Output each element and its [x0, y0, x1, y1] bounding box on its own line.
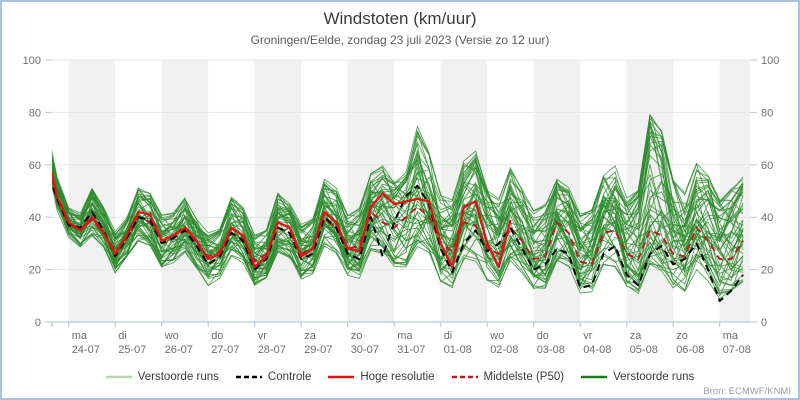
- legend-swatch-dashed-black: [235, 375, 262, 379]
- x-axis-day-label: wo: [489, 330, 504, 342]
- x-axis-date-label: 07-08: [723, 344, 751, 356]
- ensemble-member-line: [52, 156, 744, 281]
- y-axis-label-left: 60: [29, 160, 41, 172]
- legend-swatch-solid-red: [328, 375, 355, 379]
- x-axis-date-label: 04-08: [583, 344, 611, 356]
- x-axis-day-label: ma: [397, 330, 413, 342]
- ensemble-member-line: [52, 121, 744, 261]
- x-axis-date-label: 29-07: [304, 344, 332, 356]
- x-axis-date-label: 27-07: [211, 344, 239, 356]
- ensemble-member-line: [52, 169, 744, 263]
- x-axis-day-label: za: [304, 330, 317, 342]
- ensemble-member-line: [52, 177, 744, 291]
- day-band: [161, 60, 209, 322]
- day-band: [254, 60, 302, 322]
- y-axis-label-left: 20: [29, 265, 41, 277]
- x-axis-day-label: do: [537, 330, 549, 342]
- ensemble-member-line: [52, 173, 744, 268]
- ensemble-member-line: [52, 120, 744, 250]
- legend-label: Verstoorde runs: [613, 371, 695, 383]
- x-axis-date-label: 31-07: [397, 344, 425, 356]
- legend-swatch-solid-darkgreen: [581, 375, 608, 379]
- x-axis-date-label: 03-08: [537, 344, 565, 356]
- x-axis-day-label: di: [444, 330, 453, 342]
- x-axis-date-label: 30-07: [351, 344, 379, 356]
- y-axis-label-right: 100: [761, 55, 779, 67]
- legend-swatch-dashed-darkred: [451, 375, 478, 379]
- y-axis-label-left: 80: [29, 107, 41, 119]
- legend-item: Verstoorde runs: [105, 371, 219, 383]
- legend-label: Controle: [267, 371, 312, 383]
- y-axis-label-right: 80: [761, 107, 773, 119]
- legend-label: Hoge resolutie: [360, 371, 435, 383]
- y-axis-label-left: 0: [35, 317, 41, 329]
- ensemble-member-line: [52, 121, 744, 250]
- x-axis-date-label: 01-08: [444, 344, 472, 356]
- y-axis-label-right: 0: [761, 317, 767, 329]
- x-axis-date-label: 06-08: [676, 344, 704, 356]
- legend-swatch-solid-lightgreen: [105, 375, 132, 379]
- legend-label: Verstoorde runs: [137, 371, 219, 383]
- x-axis-date-label: 25-07: [118, 344, 146, 356]
- legend-item: Hoge resolutie: [328, 371, 435, 383]
- y-axis-label-right: 40: [761, 212, 773, 224]
- x-axis-day-label: ma: [72, 330, 88, 342]
- y-axis-label-right: 60: [761, 160, 773, 172]
- x-axis-date-label: 05-08: [630, 344, 658, 356]
- x-axis-day-label: zo: [676, 330, 688, 342]
- y-axis-label-left: 40: [29, 212, 41, 224]
- x-axis-date-label: 26-07: [165, 344, 193, 356]
- x-axis-day-label: za: [630, 330, 643, 342]
- x-axis-date-label: 24-07: [72, 344, 100, 356]
- ensemble-member-line: [52, 179, 744, 284]
- x-axis-day-label: di: [118, 330, 127, 342]
- legend-item: Middelste (P50): [451, 371, 565, 383]
- legend: Verstoorde runs Controle Hoge resolutie Mid…: [2, 371, 798, 383]
- y-axis-label-left: 100: [23, 55, 41, 67]
- x-axis-day-label: vr: [258, 330, 268, 342]
- x-axis-day-label: ma: [723, 330, 739, 342]
- x-axis-date-label: 28-07: [258, 344, 286, 356]
- legend-item: Verstoorde runs: [581, 371, 694, 383]
- page-title: Windstoten (km/uur): [323, 9, 477, 28]
- x-axis-date-label: 02-08: [490, 344, 518, 356]
- x-axis-day-label: zo: [351, 330, 363, 342]
- legend-item: Controle: [235, 371, 312, 383]
- day-band: [440, 60, 488, 322]
- ensemble-member-line: [52, 129, 744, 249]
- series-line-controle: [52, 180, 744, 302]
- ensemble-member-line: [52, 165, 744, 263]
- x-axis-day-label: wo: [164, 330, 179, 342]
- ensemble-member-line: [52, 114, 744, 256]
- series-line-hoge-resolutie: [52, 170, 512, 269]
- y-axis-label-right: 20: [761, 265, 773, 277]
- legend-label: Middelste (P50): [483, 371, 565, 383]
- x-axis-day-label: do: [211, 330, 223, 342]
- page-subtitle: Groningen/Eelde, zondag 23 juli 2023 (Ve…: [250, 33, 550, 47]
- x-axis-day-label: vr: [583, 330, 593, 342]
- source-credit: Bron: ECMWF/KNMI: [703, 386, 791, 397]
